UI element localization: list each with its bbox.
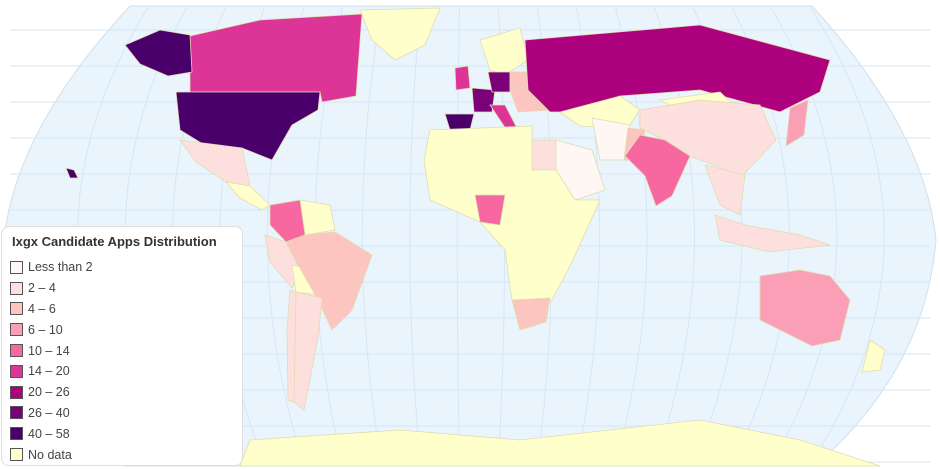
country-greenland[interactable] [359,7,441,61]
country-hawaii[interactable] [65,167,79,179]
legend-label: 40 – 58 [28,426,70,441]
country-southeast-asia[interactable] [704,164,746,216]
country-brazil[interactable] [285,231,373,331]
legend-label: 2 – 4 [28,281,56,296]
country-poland[interactable] [509,71,529,91]
legend-title: Ixgx Candidate Apps Distribution [12,234,217,249]
legend-item[interactable]: 26 – 40 [8,403,236,424]
legend-item[interactable]: 20 – 26 [8,382,236,403]
legend-label: 10 – 14 [28,343,70,358]
country-russia[interactable] [524,24,831,113]
longitude-line [409,7,421,465]
country-chile[interactable] [286,289,297,403]
country-spain[interactable] [444,113,475,131]
legend-label: 20 – 26 [28,385,70,400]
country-venezuela[interactable] [299,199,336,236]
legend-item[interactable]: 14 – 20 [8,361,236,382]
country-saudi-arabia[interactable] [555,139,606,201]
legend-swatch [10,344,23,358]
country-south-africa[interactable] [511,297,551,331]
legend-swatch [10,364,23,378]
country-india[interactable] [624,134,691,207]
legend-swatch [10,385,23,399]
country-france[interactable] [471,87,496,113]
country-germany[interactable] [487,71,511,93]
legend-item[interactable]: No data [8,444,236,465]
legend-label: 14 – 20 [28,364,70,379]
country-indonesia[interactable] [714,214,831,253]
legend-swatch [10,260,23,274]
country-united-kingdom[interactable] [454,65,471,91]
legend-swatch [10,427,23,441]
legend-swatch [10,448,23,462]
legend-label: Less than 2 [28,260,93,275]
legend-item[interactable]: 40 – 58 [8,423,236,444]
legend-item[interactable]: 10 – 14 [8,340,236,361]
legend-swatch [10,406,23,420]
legend-swatch [10,323,23,337]
country-australia[interactable] [759,269,851,347]
legend-label: 6 – 10 [28,322,63,337]
legend-item[interactable]: Less than 2 [8,257,236,278]
legend: Ixgx Candidate Apps Distribution Less th… [1,226,243,466]
longitude-line [361,7,382,465]
country-nigeria[interactable] [474,194,506,226]
legend-item[interactable]: 4 – 6 [8,299,236,320]
legend-label: 26 – 40 [28,405,70,420]
legend-label: 4 – 6 [28,301,56,316]
legend-swatch [10,302,23,316]
legend-item[interactable]: 2 – 4 [8,278,236,299]
country-central-america[interactable] [224,181,271,211]
country-new-zealand[interactable] [861,339,886,373]
country-africa[interactable] [423,125,601,301]
country-kazakhstan[interactable] [559,95,641,129]
country-egypt[interactable] [531,139,557,171]
legend-label: No data [28,447,72,462]
country-japan[interactable] [785,99,809,147]
country-alaska[interactable] [124,29,193,77]
legend-item[interactable]: 6 – 10 [8,319,236,340]
country-united-states[interactable] [175,91,321,161]
country-scandinavia[interactable] [479,27,529,76]
longitude-line [810,7,885,465]
legend-swatch [10,281,23,295]
country-antarctica[interactable] [239,419,881,467]
